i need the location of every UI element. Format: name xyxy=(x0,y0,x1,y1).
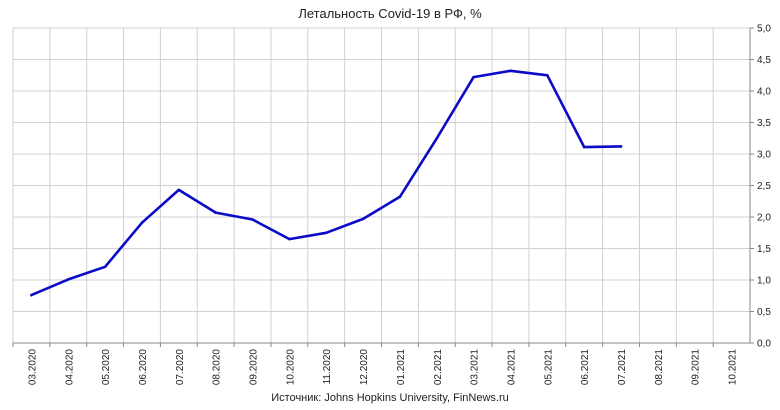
chart-title: Летальность Covid-19 в РФ, % xyxy=(298,6,482,21)
x-tick-label: 04.2020 xyxy=(64,349,75,386)
x-tick-label: 01.2021 xyxy=(396,349,407,386)
x-tick-label: 06.2021 xyxy=(580,349,591,386)
data-point xyxy=(398,195,402,199)
chart-source: Источник: Johns Hopkins University, FinN… xyxy=(271,392,509,404)
data-point xyxy=(546,73,549,77)
y-tick-label: 4,5 xyxy=(757,55,771,66)
x-tick-label: 12.2020 xyxy=(359,349,370,386)
y-tick-label: 3,5 xyxy=(757,118,771,129)
data-point xyxy=(251,218,254,221)
x-tick-label: 07.2020 xyxy=(175,349,186,386)
y-tick-label: 2,0 xyxy=(757,213,771,224)
x-tick-label: 10.2021 xyxy=(728,349,739,386)
x-tick-label: 05.2020 xyxy=(101,349,112,386)
y-tick-label: 1,0 xyxy=(757,276,771,287)
x-tick-label: 11.2020 xyxy=(322,349,333,385)
x-tick-label: 08.2020 xyxy=(212,349,223,386)
data-point xyxy=(103,265,107,269)
data-point xyxy=(509,69,512,73)
data-point xyxy=(177,188,181,192)
data-point xyxy=(361,217,365,221)
x-tick-label: 09.2021 xyxy=(691,349,702,386)
x-tick-label: 02.2021 xyxy=(433,349,444,386)
y-tick-label: 4,0 xyxy=(757,87,771,98)
y-tick-label: 0,0 xyxy=(757,339,771,350)
y-tick-label: 3,0 xyxy=(757,150,771,161)
x-tick-label: 05.2021 xyxy=(543,349,554,386)
x-tick-label: 09.2020 xyxy=(249,349,260,386)
data-point xyxy=(30,293,33,297)
x-tick-label: 06.2020 xyxy=(138,349,149,386)
data-point xyxy=(435,136,439,140)
y-tick-label: 5,0 xyxy=(757,24,771,35)
data-point xyxy=(66,278,70,281)
x-tick-label: 03.2021 xyxy=(470,349,481,386)
y-tick-label: 1,5 xyxy=(757,244,771,255)
data-point xyxy=(140,221,144,224)
series-line xyxy=(30,69,623,297)
data-point xyxy=(582,145,586,149)
x-tick-label: 03.2020 xyxy=(27,349,38,386)
x-tick-label: 08.2021 xyxy=(654,349,665,386)
x-tick-label: 04.2021 xyxy=(506,349,517,386)
y-tick-label: 2,5 xyxy=(757,181,771,192)
data-point xyxy=(472,75,475,79)
y-tick-label: 0,5 xyxy=(757,307,771,318)
data-point xyxy=(288,237,291,241)
data-point xyxy=(214,211,217,214)
x-tick-label: 10.2020 xyxy=(285,349,296,386)
x-tick-label: 07.2021 xyxy=(617,349,628,386)
data-point xyxy=(324,231,328,235)
data-point xyxy=(619,145,623,148)
